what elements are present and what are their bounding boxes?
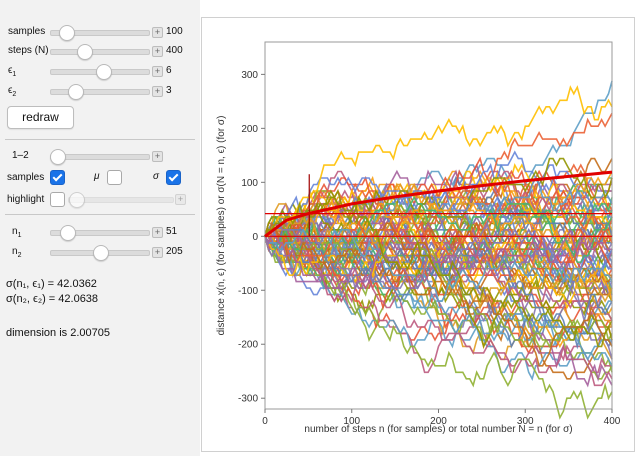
walk-line [265,85,613,238]
highlight-label: highlight [7,194,45,205]
walk-line [264,157,613,245]
y-tick-label: -300 [238,394,258,405]
n1-value: 51 [166,226,178,237]
highlight-slider-track[interactable] [68,197,174,203]
samples-slider-label: samples [8,26,46,37]
highlight-plus-icon[interactable]: + [175,194,186,205]
n2-plus-icon[interactable]: + [152,247,163,258]
y-axis-label: distance x(n, ϵ) (for samples) or σ(N = … [216,116,227,336]
plot-frame: 0 100 200 300 400 -300 -200 -100 0 100 200 300 numb… [201,17,635,452]
n2-slider-thumb[interactable] [93,245,109,261]
steps-slider-label: steps (N) [8,45,49,56]
x-tick-label: 0 [262,416,268,427]
walk-line [264,195,613,263]
walk-line [265,150,612,239]
steps-plus-icon[interactable]: + [152,46,163,57]
sigma-check-label: σ [153,171,160,182]
mu-check-label: μ [94,171,100,182]
mu-checkbox[interactable] [107,170,122,185]
eps2-label-base: ϵ [8,85,13,96]
walk-line [265,214,613,354]
eps1-plus-icon[interactable]: + [152,66,163,77]
eps2-value: 3 [166,85,172,96]
eps2-slider-row: ϵ2 + 3 [0,82,200,100]
x-tick-label: 200 [430,416,447,427]
n1-slider-row: n1 + 51 [0,223,200,241]
range-slider-thumb[interactable] [50,149,66,165]
y-tick-label: 100 [241,178,258,189]
eps1-slider-row: ϵ1 + 6 [0,62,200,80]
n2-slider-label: n2 [12,246,21,259]
n2-slider-row: n2 + 205 [0,243,200,261]
sigma-overlay [264,170,613,238]
eps1-value: 6 [166,65,172,76]
eps1-slider-label: ϵ1 [8,65,16,78]
samples-slider-track[interactable] [50,30,150,36]
sigma-checkbox[interactable] [166,170,181,185]
n1-slider-label: n1 [12,226,21,239]
walk-line [264,208,612,276]
n2-label-base: n [12,246,18,257]
samples-slider-thumb[interactable] [59,25,75,41]
walk-line [264,227,612,289]
range-slider-row: 1–2 + [0,147,200,165]
y-tick-label: -100 [238,286,258,297]
n1-slider-thumb[interactable] [60,225,76,241]
eps2-plus-icon[interactable]: + [152,86,163,97]
redraw-button[interactable]: redraw [7,106,74,129]
range-plus-icon[interactable]: + [152,151,163,162]
y-tick-label: -200 [238,340,258,351]
walk-line [264,188,613,348]
steps-slider-track[interactable] [50,49,150,55]
highlight-checkbox[interactable] [50,192,65,207]
x-axis-label: number of steps n (for samples) or total… [304,424,572,435]
chart-axes: 0 100 200 300 400 -300 -200 -100 0 100 200 300 [238,41,621,427]
eps2-label-sub: 2 [12,91,17,98]
y-tick-label: 0 [252,232,258,243]
steps-value: 400 [166,45,183,56]
divider-1 [5,139,195,140]
sigma1-readout: σ(n₁, ϵ₁) = 42.0362 [6,278,97,290]
n1-plus-icon[interactable]: + [152,227,163,238]
walk-line [264,221,612,355]
steps-slider-thumb[interactable] [77,44,93,60]
eps1-label-sub: 1 [12,71,17,78]
samples-check-label: samples [7,172,45,183]
eps1-label-base: ϵ [8,65,13,76]
n1-label-sub: 1 [17,232,22,239]
samples-value: 100 [166,26,183,37]
walk-line [264,201,612,297]
n1-slider-track[interactable] [50,230,150,236]
x-tick-label: 400 [604,416,621,427]
samples-checkbox[interactable] [50,170,65,185]
steps-slider-row: steps (N) + 400 [0,42,200,60]
random-walk-chart: 0 100 200 300 400 -300 -200 -100 0 100 200 300 numb… [216,41,621,435]
range-slider-label: 1–2 [12,150,29,161]
n2-value: 205 [166,246,183,257]
samples-slider-row: samples + 100 [0,23,200,41]
highlight-slider-thumb[interactable] [69,192,85,208]
sigma-curve [264,170,613,238]
control-panel: samples + 100 steps (N) + 400 ϵ1 + 6 ϵ2 … [0,0,200,456]
eps1-slider-thumb[interactable] [96,64,112,80]
eps2-slider-thumb[interactable] [68,84,84,100]
walk-line [264,216,613,321]
x-tick-label: 300 [517,416,534,427]
y-tick-label: 300 [241,70,258,81]
eps2-slider-label: ϵ2 [8,85,16,98]
eps2-slider-track[interactable] [50,89,150,95]
samples-plus-icon[interactable]: + [152,27,163,38]
x-tick-label: 100 [343,416,360,427]
sample-walks [264,80,613,420]
y-tick-label: 200 [241,124,258,135]
divider-2 [5,214,195,215]
dimension-readout: dimension is 2.00705 [6,327,110,339]
n1-label-base: n [12,226,18,237]
walk-line [264,215,613,349]
sigma2-readout: σ(n₂, ϵ₂) = 42.0638 [6,293,99,305]
n2-label-sub: 2 [17,252,22,259]
